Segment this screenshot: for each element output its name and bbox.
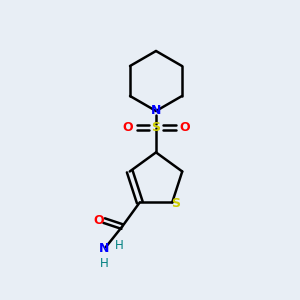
Text: N: N xyxy=(151,104,161,118)
Text: H: H xyxy=(100,257,109,270)
Text: N: N xyxy=(99,242,109,255)
Text: O: O xyxy=(122,121,133,134)
Text: O: O xyxy=(179,121,190,134)
Text: H: H xyxy=(115,239,124,252)
Text: O: O xyxy=(93,214,104,227)
Text: S: S xyxy=(171,197,180,210)
Text: S: S xyxy=(152,121,160,134)
